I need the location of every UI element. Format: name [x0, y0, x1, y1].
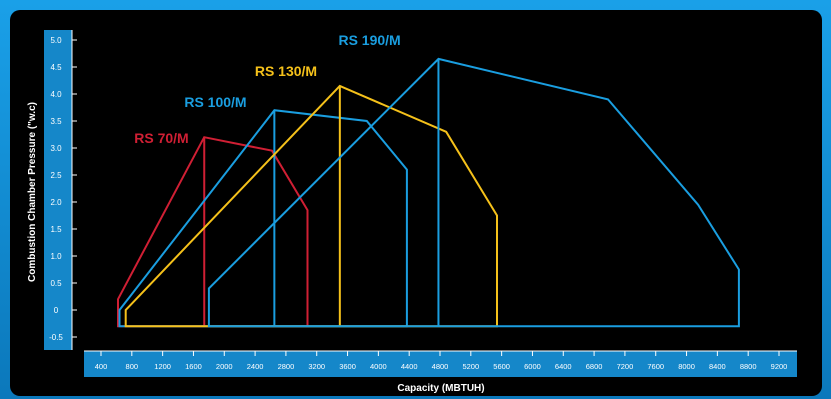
y-tick-label: 1.5 [50, 225, 62, 234]
y-tick-label: 5.0 [50, 36, 62, 45]
x-tick-label: 3200 [308, 362, 325, 371]
y-tick-label: 2.0 [50, 198, 62, 207]
y-tick-label: -0.5 [49, 333, 63, 342]
y-tick-label: 4.5 [50, 63, 62, 72]
x-tick-label: 5600 [493, 362, 510, 371]
x-tick-label: 1200 [154, 362, 171, 371]
y-tick-label: 1.0 [50, 252, 62, 261]
series-label-rs-100-m: RS 100/M [184, 94, 246, 110]
x-tick-label: 6000 [524, 362, 541, 371]
y-axis-band [44, 30, 72, 350]
x-tick-label: 2800 [278, 362, 295, 371]
series-outline-rs-130-m [124, 84, 498, 328]
series-outline-rs-70-m [117, 136, 309, 328]
series-layer [117, 57, 740, 328]
x-tick-label: 6400 [555, 362, 572, 371]
y-tick-label: 0 [54, 306, 59, 315]
x-axis-title: Capacity (MBTUH) [397, 383, 484, 394]
x-tick-label: 3600 [339, 362, 356, 371]
x-tick-label: 2400 [247, 362, 264, 371]
y-axis: 5.0 4.5 4.0 3.5 3.0 2.5 2.0 1.5 1.0 0.5 0 -0.5 [44, 30, 77, 350]
x-tick-label: 6800 [586, 362, 603, 371]
y-tick-label: 3.0 [50, 144, 62, 153]
label-layer: RS 70/M RS 100/M RS 130/M RS 190/M [134, 32, 400, 146]
x-tick-label: 2000 [216, 362, 233, 371]
x-tick-label: 8800 [740, 362, 757, 371]
x-tick-label: 4000 [370, 362, 387, 371]
x-tick-label: 5200 [462, 362, 479, 371]
x-tick-label: 8000 [678, 362, 695, 371]
x-tick-label: 8400 [709, 362, 726, 371]
series-label-rs-70-m: RS 70/M [134, 130, 188, 146]
y-axis-title: Combustion Chamber Pressure ("w.c) [27, 102, 38, 282]
x-tick-label: 7200 [617, 362, 634, 371]
x-tick-label: 800 [126, 362, 139, 371]
y-tick-label: 0.5 [50, 279, 62, 288]
x-tick-label: 400 [95, 362, 108, 371]
x-tick-label: 9200 [771, 362, 788, 371]
x-axis: 400 800 1200 1600 2000 2400 2800 3200 3600 4000 44… [84, 350, 797, 377]
y-tick-label: 3.5 [50, 117, 62, 126]
y-tick-label: 4.0 [50, 90, 62, 99]
chart-frame [10, 10, 822, 396]
series-label-rs-130-m: RS 130/M [255, 63, 317, 79]
x-tick-label: 1600 [185, 362, 202, 371]
series-outline-rs-190-m [207, 57, 740, 328]
series-label-rs-190-m: RS 190/M [338, 32, 400, 48]
x-tick-label: 4800 [432, 362, 449, 371]
x-tick-label: 4400 [401, 362, 418, 371]
x-tick-label: 7600 [647, 362, 664, 371]
y-tick-label: 2.5 [50, 171, 62, 180]
